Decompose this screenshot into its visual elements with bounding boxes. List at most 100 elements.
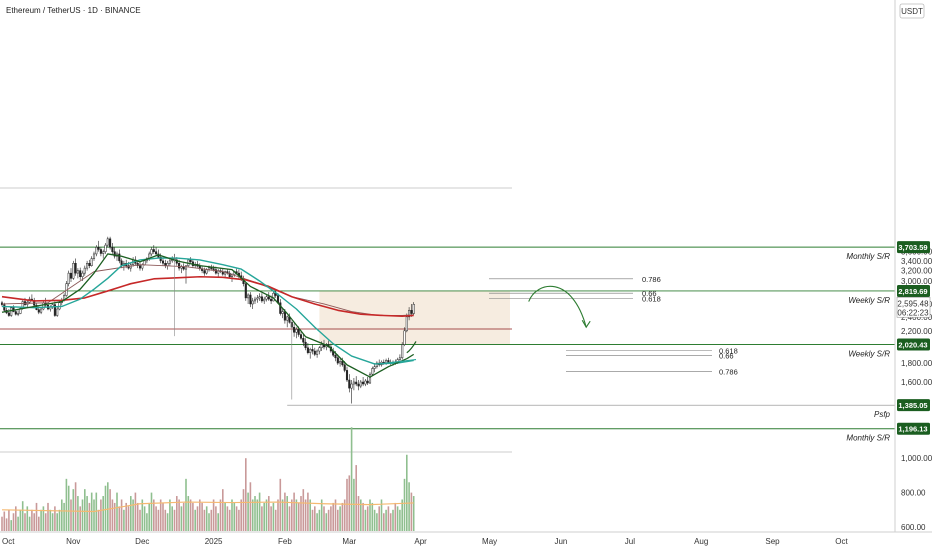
level-label: Weekly S/R: [848, 350, 890, 359]
volume-bar: [180, 506, 183, 531]
volume-bar: [219, 499, 222, 531]
volume-bar: [58, 509, 61, 531]
volume-bar: [242, 489, 245, 531]
candle-body: [403, 330, 406, 345]
candle-body: [118, 253, 121, 262]
volume-bar: [327, 509, 330, 531]
candle-body: [345, 370, 349, 381]
candle-body: [309, 349, 312, 353]
volume-bar: [281, 499, 284, 531]
volume-bar: [189, 499, 192, 531]
volume-bar: [12, 513, 15, 531]
candle-body: [334, 354, 337, 359]
volume-bar: [249, 482, 252, 531]
volume-bar: [185, 478, 187, 531]
currency-badge[interactable]: USDT: [899, 3, 925, 19]
volume-bar: [132, 499, 134, 531]
volume-bar: [88, 502, 91, 531]
candle-body: [410, 310, 413, 314]
candle-body: [364, 380, 367, 385]
candle-body: [313, 350, 316, 355]
volume-bar: [274, 509, 277, 531]
volume-bar: [93, 499, 95, 531]
candle-body: [189, 259, 192, 263]
candle-body: [286, 316, 289, 321]
candle-body: [293, 326, 296, 333]
ma-red-line: [1, 275, 414, 317]
time-tick: 2025: [205, 537, 223, 546]
candle-body: [304, 341, 307, 349]
volume-bar: [240, 499, 242, 531]
candle-body: [102, 251, 105, 254]
price-tick: 1,600.00: [901, 378, 932, 387]
volume-bar: [56, 513, 58, 531]
ma-green-extension: [406, 341, 417, 354]
volume-bar: [226, 506, 229, 531]
volume-bar: [67, 485, 70, 531]
volume-bar: [15, 506, 17, 531]
level-label: Psfp: [874, 410, 891, 419]
volume-bar: [84, 489, 86, 531]
volume-bar: [215, 506, 217, 531]
symbol-title: Ethereum / TetherUS · 1D · BINANCE: [6, 6, 141, 15]
volume-bar: [192, 502, 194, 531]
price-tick: 800.00: [901, 489, 926, 498]
level-label: Monthly S/R: [846, 252, 890, 261]
volume-bar: [222, 489, 224, 531]
candle-body: [92, 253, 96, 259]
candle-body: [14, 311, 17, 315]
volume-bar: [348, 475, 351, 531]
volume-bar: [176, 496, 178, 531]
volume-bar: [1, 516, 3, 531]
volume-bar: [40, 509, 42, 531]
candle-body: [316, 350, 319, 355]
candle-body: [178, 262, 181, 269]
price-tick: 1,000.00: [901, 454, 932, 463]
candle-body: [159, 256, 162, 262]
candle-body: [10, 307, 13, 316]
candle-body: [106, 238, 109, 246]
level-price-tag: [897, 284, 930, 297]
volume-bar: [33, 513, 35, 531]
volume-bar: [77, 496, 79, 531]
volume-bar: [341, 502, 344, 531]
volume-bar: [302, 489, 305, 531]
time-tick: May: [482, 537, 497, 546]
candle-body: [387, 360, 390, 363]
volume-bar: [376, 513, 378, 531]
price-tick: 1,800.00: [901, 359, 932, 368]
volume-bar: [120, 499, 123, 531]
candle-body: [281, 311, 284, 314]
candle-body: [81, 272, 84, 278]
candle-body: [343, 364, 346, 371]
candle-body: [86, 262, 89, 269]
volume-bar: [339, 506, 341, 531]
volume-bar: [182, 502, 185, 531]
volume-bar: [408, 482, 410, 531]
volume-bar: [205, 506, 208, 531]
candle-body: [357, 383, 360, 387]
candle-body: [355, 381, 358, 385]
volume-bar: [102, 496, 104, 531]
candle-body: [53, 304, 56, 316]
candle-body: [405, 316, 408, 332]
volume-bar: [245, 458, 247, 531]
candle-body: [401, 344, 404, 359]
volume-bar: [385, 509, 387, 531]
candle-body: [362, 381, 365, 385]
volume-bar: [70, 499, 72, 531]
candle-body: [350, 383, 353, 389]
volume-bar: [104, 485, 107, 531]
volume-bar: [3, 511, 6, 531]
time-tick: Aug: [694, 537, 708, 546]
candle-body: [72, 262, 75, 279]
ma-green-line: [1, 253, 415, 378]
candle-body: [161, 260, 165, 264]
volume-bar: [362, 502, 364, 531]
volume-bar: [19, 509, 22, 531]
level-price-tag-text: 1,385.05: [898, 401, 927, 410]
volume-bar: [261, 506, 263, 531]
projection-arrow: [528, 285, 587, 328]
volume-bar: [380, 499, 383, 531]
